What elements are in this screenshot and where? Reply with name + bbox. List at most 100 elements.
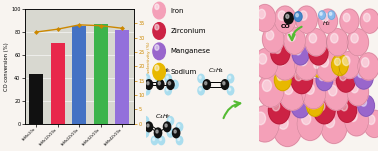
Circle shape [319, 11, 325, 19]
Circle shape [156, 74, 162, 83]
Circle shape [160, 138, 161, 141]
Bar [94, 24, 108, 124]
Circle shape [321, 110, 347, 143]
Circle shape [340, 72, 346, 81]
Circle shape [311, 59, 325, 77]
Y-axis label: C2°-C4° selectivity (%): C2°-C4° selectivity (%) [147, 41, 151, 92]
Circle shape [254, 48, 278, 79]
Circle shape [144, 74, 150, 83]
Circle shape [274, 6, 296, 33]
Circle shape [292, 44, 309, 65]
Circle shape [364, 13, 370, 22]
Circle shape [316, 69, 333, 91]
Circle shape [327, 29, 348, 56]
Circle shape [204, 82, 207, 85]
Circle shape [144, 118, 146, 121]
Circle shape [174, 130, 176, 133]
Circle shape [153, 138, 155, 141]
Circle shape [305, 29, 327, 56]
Circle shape [258, 54, 266, 64]
Text: Iron: Iron [170, 8, 184, 14]
Circle shape [177, 136, 183, 145]
Circle shape [153, 43, 166, 60]
Circle shape [367, 115, 375, 124]
Circle shape [145, 80, 153, 89]
Circle shape [299, 55, 307, 66]
Circle shape [229, 88, 231, 91]
Circle shape [156, 80, 164, 89]
Circle shape [284, 12, 293, 24]
Text: Zirconium: Zirconium [170, 28, 206, 34]
Circle shape [268, 97, 290, 124]
Circle shape [144, 130, 146, 133]
Circle shape [172, 80, 178, 89]
Circle shape [341, 102, 347, 111]
Circle shape [336, 68, 355, 92]
Text: $H_2$: $H_2$ [322, 19, 332, 28]
Circle shape [258, 74, 284, 107]
Circle shape [324, 80, 348, 110]
Circle shape [309, 34, 317, 43]
Circle shape [358, 53, 378, 80]
Circle shape [274, 69, 291, 91]
Circle shape [310, 99, 315, 106]
Circle shape [294, 12, 302, 21]
Circle shape [258, 9, 265, 19]
Circle shape [173, 82, 175, 85]
Circle shape [163, 122, 171, 132]
Circle shape [358, 95, 375, 116]
Circle shape [145, 88, 147, 91]
Circle shape [345, 106, 369, 136]
Circle shape [277, 73, 283, 81]
Circle shape [203, 80, 211, 89]
Circle shape [330, 34, 338, 43]
Circle shape [278, 11, 286, 20]
Circle shape [328, 11, 335, 19]
Circle shape [155, 45, 159, 50]
Circle shape [145, 122, 153, 132]
Text: Manganese: Manganese [170, 48, 211, 54]
Circle shape [361, 58, 369, 67]
Circle shape [279, 77, 305, 110]
Circle shape [168, 82, 170, 85]
Circle shape [158, 82, 160, 85]
Circle shape [295, 47, 301, 55]
Circle shape [143, 129, 149, 137]
Circle shape [147, 124, 149, 127]
Circle shape [347, 79, 369, 106]
Circle shape [198, 74, 204, 83]
Circle shape [320, 57, 328, 67]
Circle shape [198, 86, 204, 95]
Circle shape [154, 128, 162, 138]
Circle shape [178, 138, 180, 141]
Circle shape [360, 9, 378, 33]
Circle shape [318, 101, 325, 111]
Circle shape [221, 80, 229, 89]
Circle shape [340, 9, 359, 33]
Circle shape [278, 117, 288, 129]
Circle shape [284, 83, 293, 95]
Circle shape [351, 83, 358, 93]
Circle shape [361, 99, 367, 106]
Circle shape [143, 117, 149, 125]
Circle shape [338, 98, 356, 122]
Circle shape [328, 85, 337, 96]
Circle shape [349, 111, 357, 122]
Circle shape [273, 110, 302, 146]
Circle shape [153, 23, 166, 39]
Circle shape [262, 80, 271, 91]
Circle shape [166, 88, 168, 91]
Text: $\mathit{C_3H_6}$: $\mathit{C_3H_6}$ [155, 66, 172, 75]
Bar [115, 30, 129, 124]
Circle shape [266, 30, 274, 40]
Circle shape [155, 4, 159, 10]
Circle shape [172, 128, 180, 138]
Circle shape [319, 73, 325, 81]
Circle shape [297, 107, 323, 140]
Circle shape [147, 82, 149, 85]
Circle shape [228, 74, 234, 83]
Circle shape [295, 50, 318, 80]
Circle shape [169, 118, 170, 121]
Circle shape [325, 116, 335, 128]
Circle shape [155, 24, 159, 30]
